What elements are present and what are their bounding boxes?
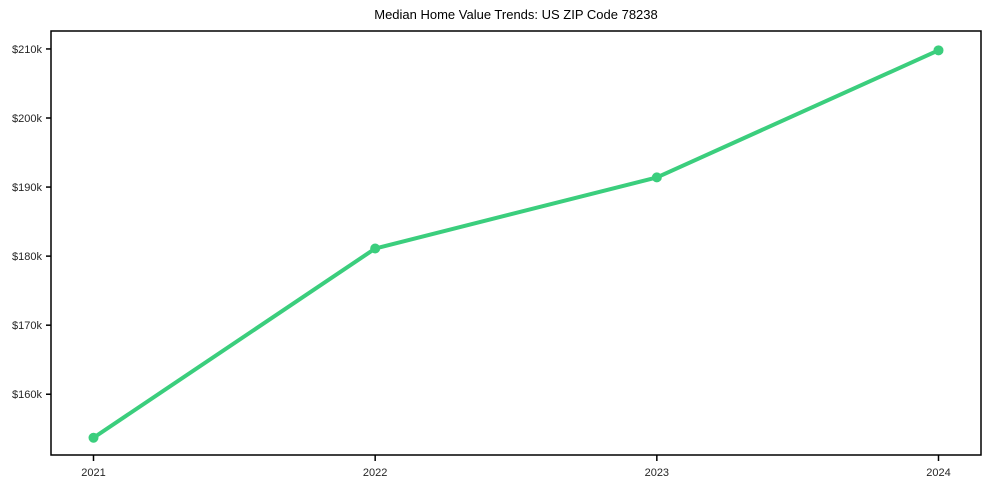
data-point-marker [933, 45, 944, 56]
y-tick-label: $170k [12, 320, 42, 332]
y-tick-label: $190k [12, 182, 42, 194]
y-tick-label: $200k [12, 113, 42, 125]
chart-title: Median Home Value Trends: US ZIP Code 78… [374, 7, 658, 22]
x-tick-label: 2021 [81, 467, 105, 479]
series-line [91, 48, 941, 440]
data-point-marker [370, 243, 381, 254]
y-tick-label: $180k [12, 251, 42, 263]
y-tick-label: $160k [12, 389, 42, 401]
x-tick-label: 2024 [926, 467, 950, 479]
x-tick-label: 2022 [363, 467, 387, 479]
plot-border [50, 30, 982, 456]
data-point-marker [651, 172, 662, 183]
x-tick-label: 2023 [645, 467, 669, 479]
y-tick-label: $210k [12, 44, 42, 56]
data-point-marker [88, 432, 99, 443]
